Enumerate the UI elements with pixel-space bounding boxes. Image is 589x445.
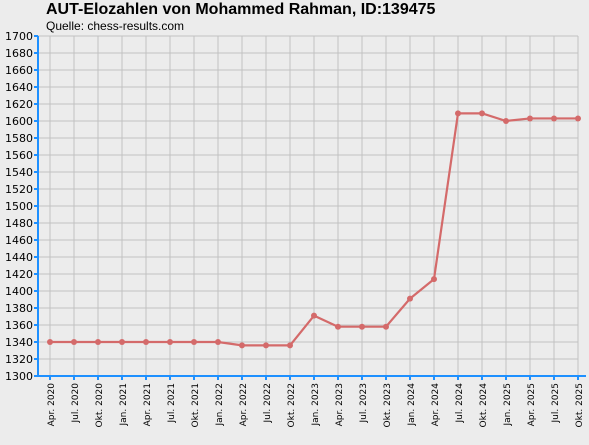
y-tick-label: 1460	[5, 234, 33, 247]
grid-lines	[38, 35, 579, 377]
data-point	[383, 323, 389, 330]
x-tick-label: Okt. 2025	[575, 383, 585, 427]
data-point	[71, 339, 77, 345]
y-tick-label: 1420	[5, 268, 33, 281]
data-point	[335, 323, 341, 330]
x-tick-label: Apr. 2022	[239, 383, 249, 426]
x-tick-label: Okt. 2023	[383, 383, 393, 427]
y-tick-label: 1360	[5, 319, 33, 332]
y-tick-label: 1320	[5, 353, 33, 366]
x-tick-label: Jul. 2025	[551, 383, 561, 424]
data-point	[527, 115, 533, 122]
x-tick-label: Jan. 2023	[311, 383, 321, 427]
x-tick-label: Apr. 2023	[335, 383, 345, 426]
x-tick-label: Okt. 2021	[191, 383, 201, 427]
y-tick-label: 1580	[5, 132, 33, 145]
y-tick-label: 1560	[5, 149, 33, 162]
y-tick-label: 1400	[5, 285, 33, 298]
data-point	[119, 339, 125, 345]
y-tick-label: 1440	[5, 251, 33, 264]
y-tick-label: 1620	[5, 98, 33, 111]
data-point	[47, 339, 53, 345]
data-point	[239, 342, 245, 349]
data-point	[575, 115, 581, 122]
x-tick-label: Apr. 2021	[143, 383, 153, 426]
chart-title: AUT-Elozahlen von Mohammed Rahman, ID:13…	[46, 1, 436, 18]
x-tick-label: Okt. 2022	[287, 383, 297, 427]
y-tick-label: 1500	[5, 200, 33, 213]
data-point	[95, 339, 101, 345]
x-tick-label: Apr. 2024	[431, 383, 441, 427]
x-tick-label: Jul. 2020	[71, 383, 81, 424]
data-point	[359, 323, 365, 330]
data-point	[167, 339, 173, 345]
y-tick-label: 1680	[5, 47, 33, 60]
data-point	[479, 110, 485, 117]
y-tick-label: 1480	[5, 217, 33, 230]
y-tick-labels: 1300 1320 1340 1360 1380 1400 1420 1440 1460 1480…	[5, 30, 33, 383]
x-tick-label: Okt. 2024	[479, 383, 489, 428]
data-point	[407, 295, 413, 302]
x-tick-label: Apr. 2025	[527, 383, 537, 426]
data-point	[311, 312, 317, 319]
data-point	[143, 339, 149, 345]
y-tick-label: 1380	[5, 302, 33, 315]
data-point	[503, 118, 509, 124]
y-tick-label: 1300	[5, 370, 33, 383]
x-tick-labels: Apr. 2020 Jul. 2020 Okt. 2020 Jan. 2021 Apr.…	[47, 383, 585, 428]
x-tick-label: Jul. 2022	[263, 383, 273, 424]
x-tick-label: Jan. 2021	[119, 383, 129, 427]
y-tick-label: 1340	[5, 336, 33, 349]
x-tick-label: Jul. 2021	[167, 383, 177, 424]
x-tick-label: Jan. 2025	[503, 383, 513, 427]
y-tick-label: 1600	[5, 115, 33, 128]
y-tick-label: 1520	[5, 183, 33, 196]
data-point	[191, 339, 197, 345]
x-tick-label: Jan. 2022	[215, 383, 225, 427]
x-tick-label: Jan. 2024	[407, 383, 417, 427]
data-point	[215, 339, 221, 345]
x-tick-label: Jul. 2023	[359, 383, 369, 424]
y-tick-label: 1700	[5, 30, 33, 43]
data-point	[455, 110, 461, 117]
x-tick-label: Jul. 2024	[455, 383, 465, 424]
data-point	[431, 276, 437, 283]
data-point	[551, 115, 557, 122]
data-point	[263, 342, 269, 349]
series-elo	[47, 110, 581, 349]
y-tick-label: 1660	[5, 64, 33, 77]
axes	[34, 35, 586, 380]
x-tick-label: Okt. 2020	[95, 383, 105, 428]
y-tick-label: 1540	[5, 166, 33, 179]
data-point	[287, 342, 293, 349]
x-tick-label: Apr. 2020	[47, 383, 57, 427]
y-tick-label: 1640	[5, 81, 33, 94]
chart-subtitle: Quelle: chess-results.com	[46, 19, 185, 33]
